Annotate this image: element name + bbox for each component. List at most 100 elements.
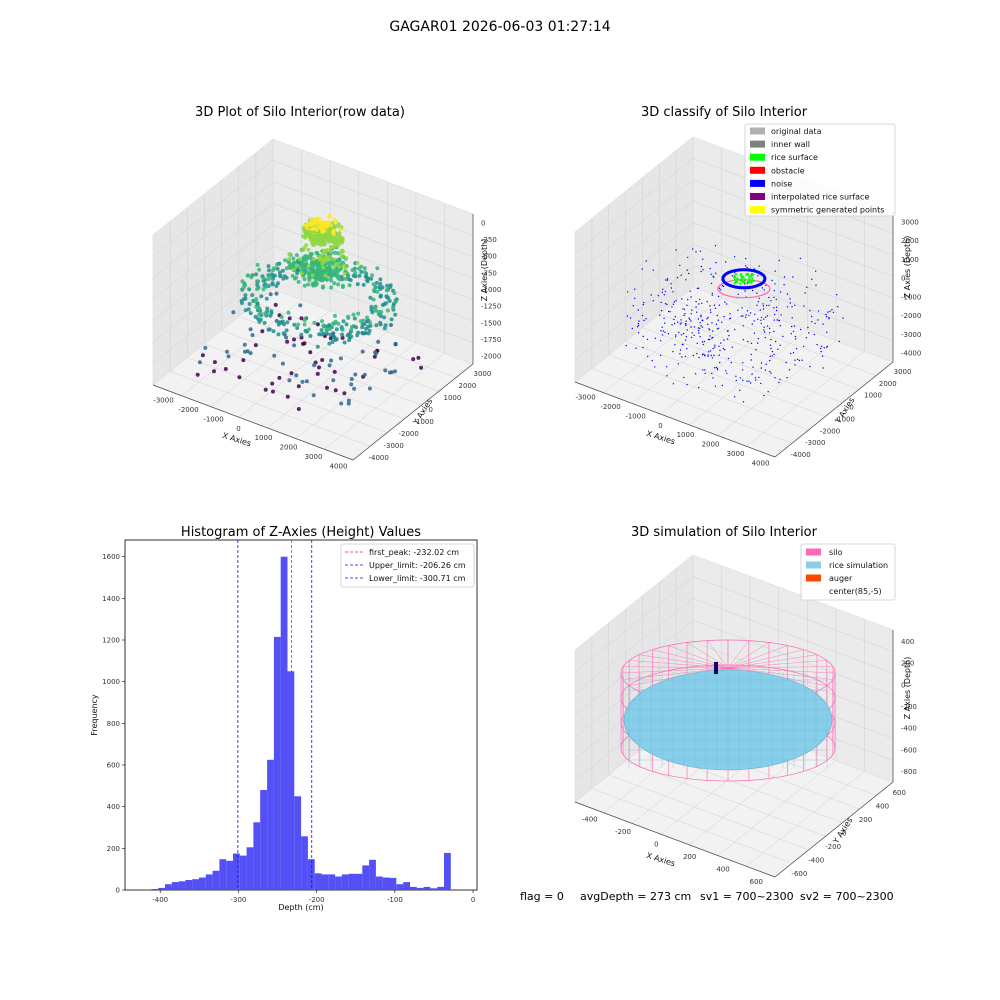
classify-legend-label: original data xyxy=(771,127,822,136)
classify-noise-ring xyxy=(721,268,767,290)
classify-noise-point xyxy=(686,348,688,350)
classify-noise-point xyxy=(707,323,709,326)
histogram-bar xyxy=(328,874,336,890)
raw-scatter-point xyxy=(248,327,253,332)
classify-noise-point xyxy=(802,345,805,347)
raw-scatter-point xyxy=(278,273,283,278)
raw-grid-y xyxy=(169,221,371,447)
classify-noise-point xyxy=(702,369,704,371)
raw-scatter-point xyxy=(389,323,393,327)
raw-scatter-point xyxy=(336,233,341,238)
classify-noise-point xyxy=(696,342,698,344)
simulation-legend: silo rice simulation auger center(85,-5) xyxy=(800,543,896,601)
classify-legend-swatch xyxy=(750,127,765,135)
raw-scatter-point xyxy=(392,291,397,296)
raw-scatter-point xyxy=(341,263,346,268)
raw-grid-z xyxy=(152,245,474,343)
simulation-legend-label: silo xyxy=(829,548,843,557)
histogram-y-tick-label: 600 xyxy=(107,762,120,770)
silo-roof-line xyxy=(727,645,788,669)
raw-scatter-point xyxy=(344,256,349,261)
classify-noise-point xyxy=(773,319,775,321)
classify-noise-point xyxy=(785,361,787,364)
histogram-legend-label: first_peak: -232.02 cm xyxy=(369,548,459,557)
classify-noise-point xyxy=(713,367,716,369)
classify-noise-point xyxy=(801,359,803,361)
classify-x-axis-line xyxy=(574,381,776,458)
raw-scatter-point xyxy=(324,331,329,336)
raw-scatter-point xyxy=(368,323,373,328)
raw-scatter-point xyxy=(331,378,336,383)
raw-scatter-point xyxy=(302,341,307,346)
classify-noise-point xyxy=(758,376,760,379)
classify-rice-surface-point xyxy=(751,277,754,280)
classify-noise-point xyxy=(664,303,667,305)
classify-noise-point xyxy=(771,350,774,353)
histogram-y-tick-label: 1600 xyxy=(102,553,120,561)
raw-scatter-point xyxy=(315,270,320,275)
classify-noise-point xyxy=(685,339,687,341)
raw-scatter-point xyxy=(346,316,351,320)
classify-noise-point xyxy=(627,291,629,293)
histogram-bar xyxy=(410,886,417,890)
raw-scatter-point xyxy=(324,327,329,332)
classify-noise-point xyxy=(778,381,780,384)
raw-scatter-point xyxy=(274,291,279,296)
histogram-tick-labels: -400 -300 -200 -100 0 0 200 400 600 800 1000 1200 14… xyxy=(102,553,475,904)
classify-noise-point xyxy=(807,326,809,329)
raw-scatter-point xyxy=(248,351,253,356)
classify-noise-point xyxy=(696,352,698,355)
simulation-legend-label: center(85,-5) xyxy=(829,587,882,596)
classify-noise-point xyxy=(760,367,762,369)
classify-noise-point xyxy=(690,320,692,322)
raw-scatter-point xyxy=(334,262,339,267)
classify-noise-point xyxy=(777,348,779,350)
raw-scatter-point xyxy=(380,303,385,307)
raw-grid-z xyxy=(152,203,474,300)
raw-scatter-point xyxy=(346,401,351,406)
classify-grid-z xyxy=(574,179,894,276)
classify-noise-point xyxy=(764,369,767,371)
simulation-grid-y xyxy=(608,622,809,851)
raw-scatter-point xyxy=(223,367,228,371)
classify-noise-point xyxy=(769,355,771,357)
raw-x-tick: 1000 xyxy=(255,434,273,442)
classify-noise-point xyxy=(670,283,672,285)
simulation-grid-y xyxy=(625,609,826,837)
raw-scatter-point xyxy=(326,266,331,271)
classify-noise-point xyxy=(659,314,661,316)
raw-scatter-point xyxy=(327,214,332,219)
classify-noise-point xyxy=(794,338,797,340)
classify-noise-point xyxy=(790,333,792,335)
classify-noise-point xyxy=(695,306,697,308)
raw-scatter-point xyxy=(327,363,332,368)
raw-scatter-point xyxy=(360,325,365,330)
histogram-bar xyxy=(178,881,186,891)
raw-scatter-point xyxy=(389,370,394,375)
raw-x-tick: -2000 xyxy=(178,406,198,414)
classify-noise-point xyxy=(750,353,752,356)
raw-scatter-point xyxy=(319,240,324,245)
raw-scatter-point xyxy=(281,331,286,336)
raw-scatter-point xyxy=(243,283,248,288)
raw-scatter-point xyxy=(255,262,260,267)
classify-noise-point xyxy=(675,249,677,251)
classify-y-tick: -2000 xyxy=(820,427,840,435)
raw-scatter-point xyxy=(310,273,315,278)
classify-noise-point xyxy=(711,294,713,296)
classify-noise-point xyxy=(783,284,785,286)
classify-noise-point xyxy=(742,325,744,327)
raw-scatter-point xyxy=(239,298,244,303)
raw-scatter-point xyxy=(334,327,339,332)
classify-grid-z xyxy=(574,201,894,297)
classify-noise-point xyxy=(768,327,771,330)
raw-scatter-point xyxy=(372,306,377,311)
histogram-bar xyxy=(301,836,308,891)
raw-scatter-point xyxy=(326,231,331,236)
raw-scatter-point xyxy=(353,270,358,275)
raw-scatter-point xyxy=(284,328,289,333)
raw-scatter-point xyxy=(280,361,285,366)
raw-scatter-point xyxy=(308,350,313,355)
classify-legend-swatch xyxy=(750,193,765,200)
classify-noise-point xyxy=(692,248,694,250)
